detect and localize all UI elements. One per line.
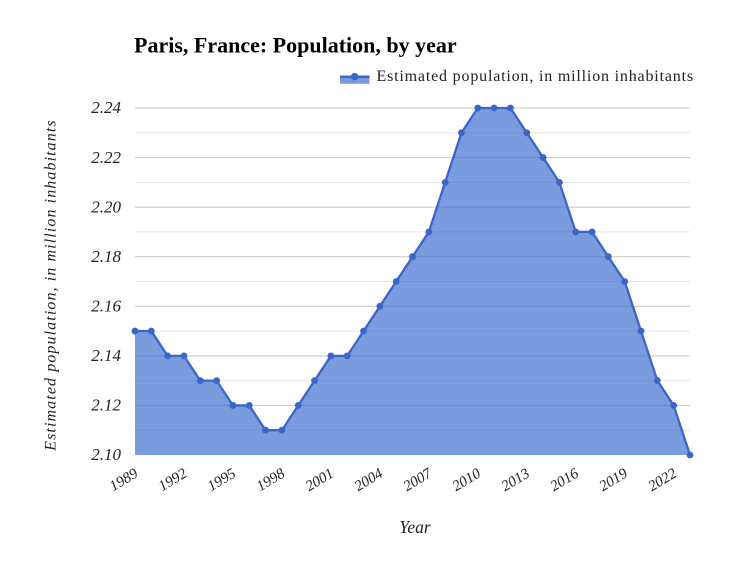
svg-text:Year: Year bbox=[399, 517, 431, 537]
svg-text:2.18: 2.18 bbox=[91, 247, 121, 266]
svg-text:Estimated population, in milli: Estimated population, in million inhabit… bbox=[43, 119, 60, 452]
svg-text:2.16: 2.16 bbox=[91, 297, 121, 316]
svg-text:2.22: 2.22 bbox=[91, 148, 121, 167]
svg-text:2.20: 2.20 bbox=[91, 197, 121, 216]
svg-text:2.24: 2.24 bbox=[91, 98, 121, 117]
svg-text:2.10: 2.10 bbox=[91, 445, 121, 464]
svg-text:Paris, France: Population, by: Paris, France: Population, by year bbox=[134, 33, 457, 58]
svg-text:2.14: 2.14 bbox=[91, 346, 121, 365]
svg-text:Estimated population, in milli: Estimated population, in million inhabit… bbox=[377, 68, 694, 85]
svg-text:2.12: 2.12 bbox=[91, 396, 121, 415]
